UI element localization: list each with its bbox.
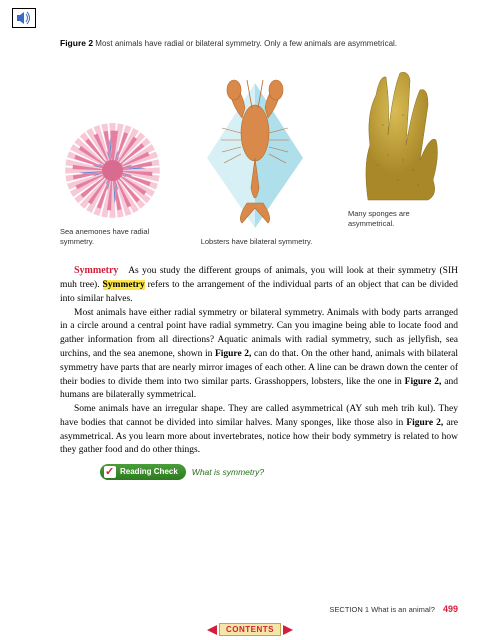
figure-sponge: Many sponges are asymmetrical.	[348, 65, 458, 229]
contents-label[interactable]: CONTENTS	[219, 623, 281, 636]
page-footer: SECTION 1 What is an animal? 499	[329, 604, 458, 614]
reading-check-question: What is symmetry?	[192, 466, 264, 478]
sponge-image	[358, 65, 448, 205]
figure-2-caption: Figure 2 Most animals have radial or bil…	[60, 38, 458, 50]
figure-lobster: Lobsters have bilateral symmetry.	[192, 78, 322, 246]
figure-anemone: Sea anemones have radial symmetry.	[60, 118, 165, 247]
lobster-image	[207, 78, 307, 233]
reading-check-badge: Reading Check	[100, 464, 186, 480]
section-label: SECTION 1 What is an animal?	[329, 605, 434, 614]
sponge-caption: Many sponges are asymmetrical.	[348, 209, 458, 229]
page-content: Figure 2 Most animals have radial or bil…	[0, 0, 500, 504]
reading-check-label: Reading Check	[120, 466, 178, 478]
next-arrow-icon[interactable]	[283, 625, 293, 635]
lobster-caption: Lobsters have bilateral symmetry.	[192, 237, 322, 246]
sound-icon[interactable]	[12, 8, 36, 28]
paragraph-2: Most animals have either radial symmetry…	[60, 307, 458, 403]
figures-row: Sea anemones have radial symmetry.	[60, 65, 458, 247]
paragraph-3: Some animals have an irregular shape. Th…	[60, 403, 458, 458]
body-text: Symmetry As you study the different grou…	[60, 264, 458, 483]
anemone-caption: Sea anemones have radial symmetry.	[60, 227, 165, 247]
fig-ref-3: Figure 2,	[406, 418, 443, 428]
page-number: 499	[443, 604, 458, 614]
checkmark-icon	[104, 466, 116, 478]
p3-text-a: Some animals have an irregular shape. Th…	[60, 404, 458, 428]
reading-check[interactable]: Reading Check What is symmetry?	[100, 464, 264, 480]
paragraph-1: Symmetry As you study the different grou…	[60, 264, 458, 306]
fig-ref-1: Figure 2,	[215, 349, 251, 359]
anemone-image	[60, 118, 165, 223]
contents-button[interactable]: CONTENTS	[207, 623, 293, 636]
highlight-symmetry: Symmetry	[103, 280, 145, 290]
prev-arrow-icon[interactable]	[207, 625, 217, 635]
figure-label: Figure 2	[60, 38, 93, 48]
fig-ref-2: Figure 2,	[405, 377, 442, 387]
figure-caption-text: Most animals have radial or bilateral sy…	[95, 39, 397, 48]
section-heading: Symmetry	[74, 265, 118, 276]
